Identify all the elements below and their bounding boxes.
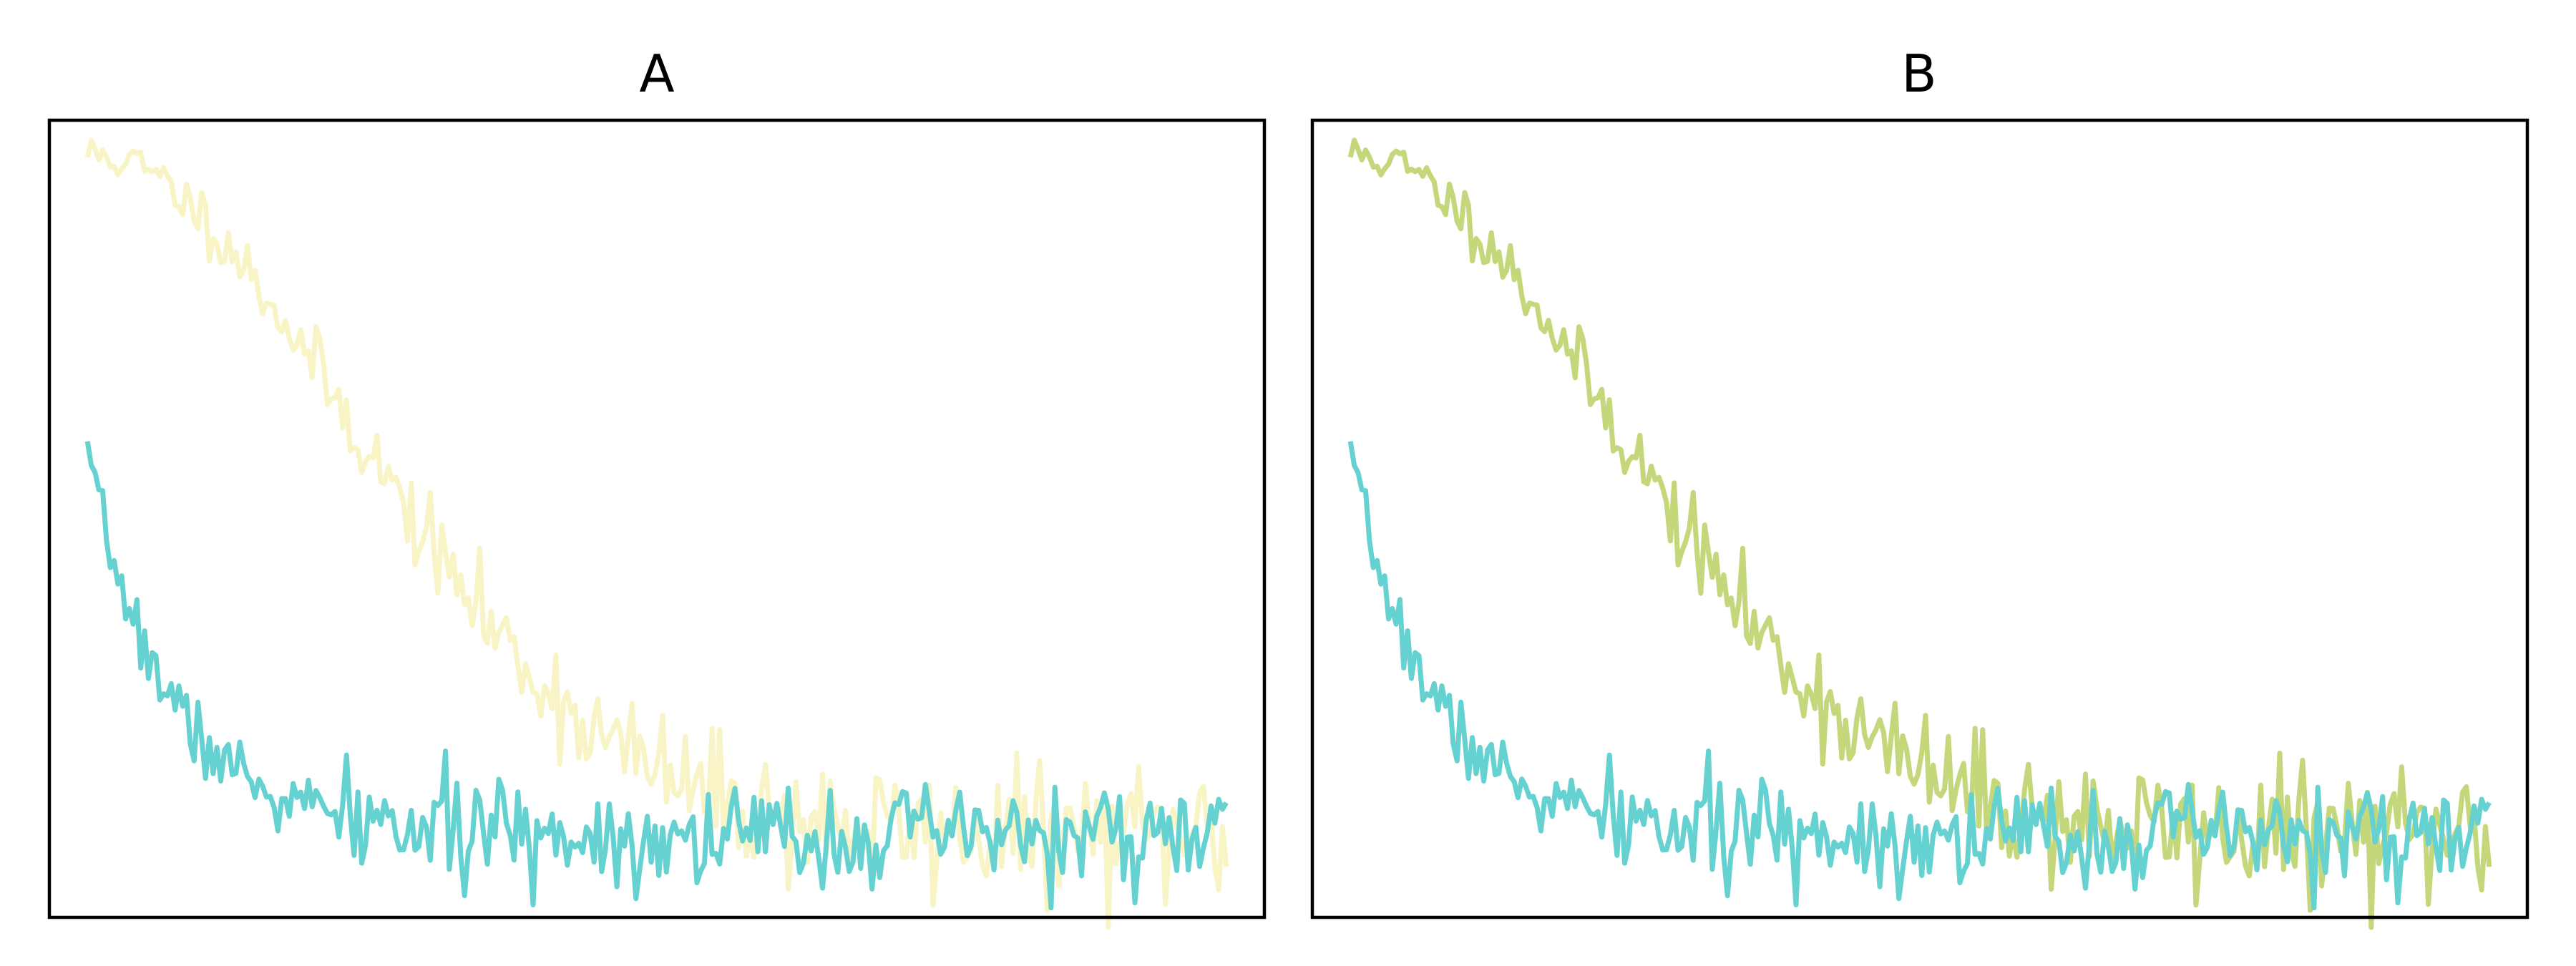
panel-a-title: A (639, 44, 674, 104)
panel-b: B (1310, 44, 2529, 930)
panel-a-series-1-line (84, 137, 1229, 930)
panel-a-plot-area (84, 137, 1229, 930)
panel-b-frame (1310, 118, 2529, 919)
panel-b-title: B (1901, 44, 1936, 104)
panel-a-series-2-line (84, 441, 1229, 911)
panel-b-plot-area (1347, 137, 2492, 930)
panel-b-series-1-line (1347, 137, 2492, 930)
panel-a-frame (47, 118, 1267, 919)
panel-a: A (47, 44, 1267, 930)
panel-b-series-2-line (1347, 441, 2492, 911)
